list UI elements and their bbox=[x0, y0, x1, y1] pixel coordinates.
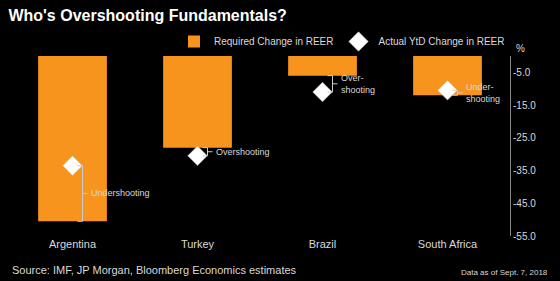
svg-text:Who's Overshooting Fundamental: Who's Overshooting Fundamentals? bbox=[8, 7, 286, 24]
svg-text:Required Change in REER: Required Change in REER bbox=[214, 36, 334, 47]
svg-text:Overshooting: Overshooting bbox=[216, 147, 270, 157]
svg-text:%: % bbox=[516, 43, 525, 54]
svg-text:Data as of Sept. 7, 2018: Data as of Sept. 7, 2018 bbox=[461, 268, 548, 277]
svg-text:South Africa: South Africa bbox=[418, 238, 478, 250]
svg-text:Turkey: Turkey bbox=[181, 238, 215, 250]
svg-text:Actual YtD Change in REER: Actual YtD Change in REER bbox=[379, 36, 505, 47]
svg-text:-25.0: -25.0 bbox=[513, 132, 536, 143]
svg-text:Under-shooting: Under-shooting bbox=[466, 82, 500, 104]
svg-text:-5.0: -5.0 bbox=[513, 67, 531, 78]
svg-text:Brazil: Brazil bbox=[309, 238, 337, 250]
svg-text:-45.0: -45.0 bbox=[513, 198, 536, 209]
svg-text:Argentina: Argentina bbox=[49, 238, 97, 250]
svg-text:Undershooting: Undershooting bbox=[91, 188, 150, 198]
svg-text:-35.0: -35.0 bbox=[513, 165, 536, 176]
svg-text:-15.0: -15.0 bbox=[513, 100, 536, 111]
svg-text:Source: IMF, JP Morgan, Bloomb: Source: IMF, JP Morgan, Bloomberg Econom… bbox=[12, 264, 297, 276]
svg-text:-55.0: -55.0 bbox=[513, 231, 536, 242]
svg-text:Over-shooting: Over-shooting bbox=[341, 73, 375, 95]
